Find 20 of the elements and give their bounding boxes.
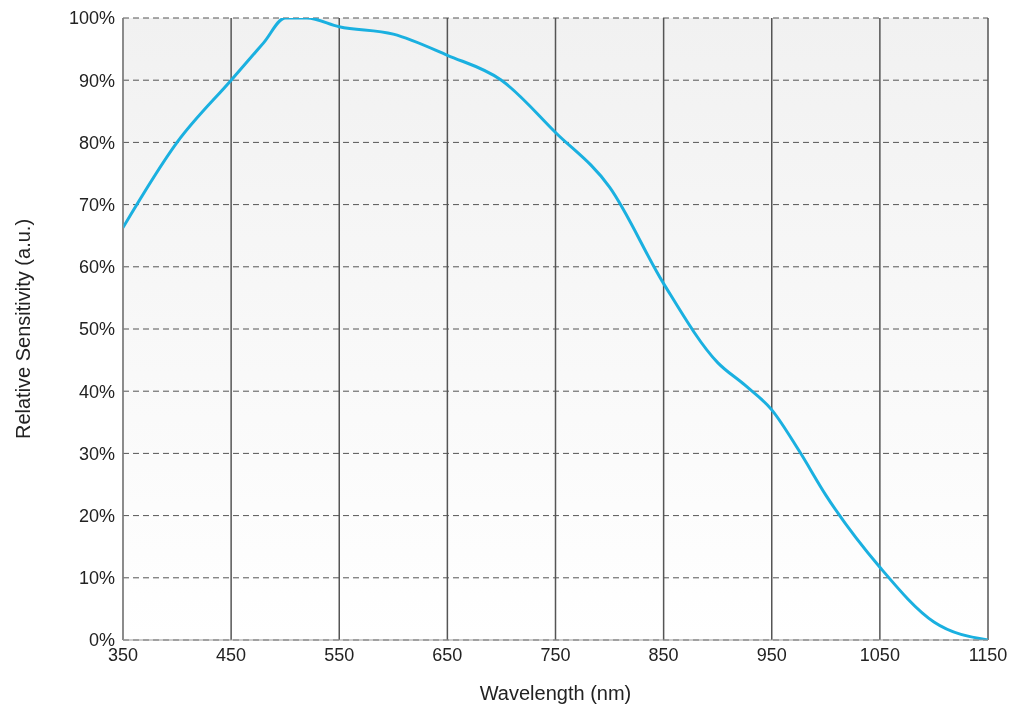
y-tick-label: 80%	[78, 132, 115, 153]
x-tick-label: 450	[216, 644, 247, 665]
y-axis-title: Relative Sensitivity (a.u.)	[12, 218, 35, 440]
x-tick-label: 750	[540, 644, 571, 665]
y-tick-label: 90%	[78, 70, 115, 91]
y-tick-label: 50%	[78, 319, 115, 340]
x-tick-label: 1150	[968, 644, 1008, 665]
x-tick-label: 1050	[859, 644, 900, 665]
y-tick-label: 100%	[68, 8, 115, 29]
y-tick-label: 60%	[78, 257, 115, 278]
y-tick-label: 10%	[78, 568, 115, 589]
x-tick-label: 950	[756, 644, 787, 665]
y-tick-label: 70%	[78, 194, 115, 215]
x-tick-label: 650	[432, 644, 463, 665]
y-tick-label: 30%	[78, 443, 115, 464]
y-tick-label: 40%	[78, 381, 115, 402]
y-tick-label: 20%	[78, 505, 115, 526]
x-tick-label: 550	[324, 644, 355, 665]
x-tick-label: 850	[648, 644, 679, 665]
x-axis-title: Wavelength (nm)	[479, 682, 632, 704]
